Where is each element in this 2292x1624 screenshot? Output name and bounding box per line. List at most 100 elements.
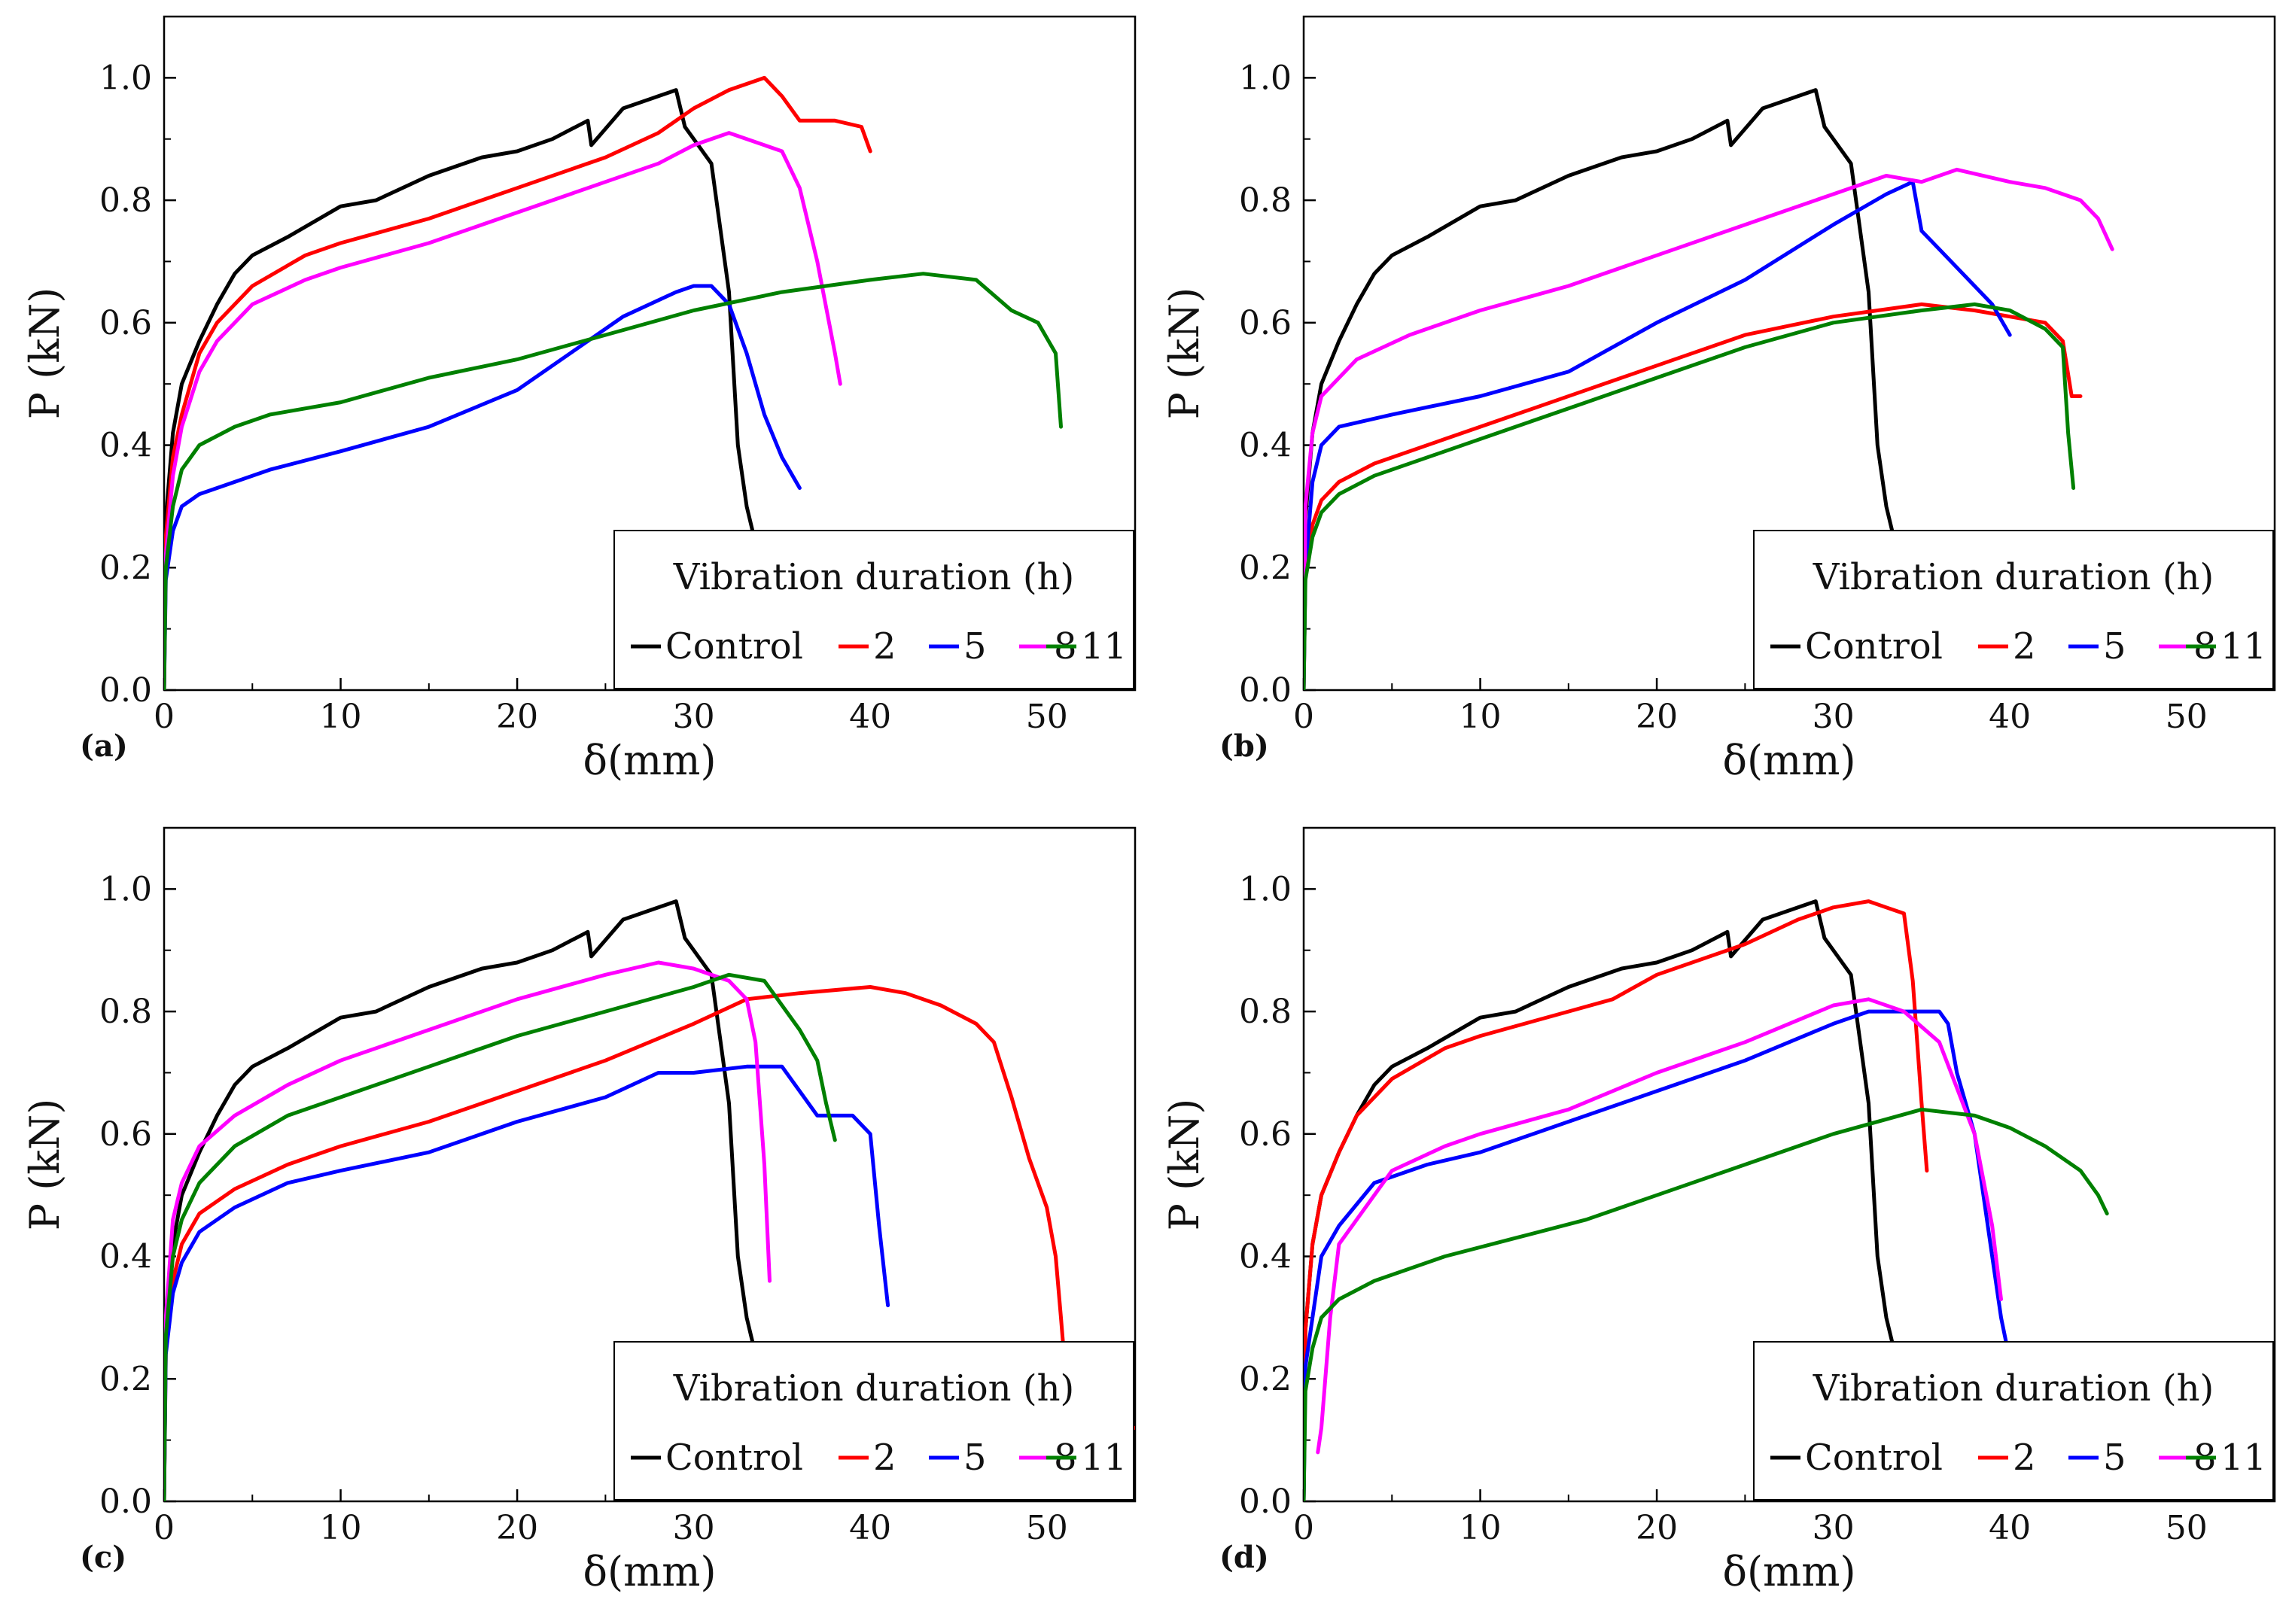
- series-line-11: [1304, 1107, 2109, 1501]
- y-tick-label: 0.4: [99, 1238, 152, 1276]
- series-line-8: [1304, 167, 2114, 690]
- legend-title: Vibration duration (h): [1813, 1367, 2214, 1410]
- x-tick-label: 30: [673, 698, 715, 736]
- x-axis-title: δ(mm): [583, 737, 716, 784]
- series-line-2: [164, 985, 1135, 1501]
- legend-entry-control: Control: [1805, 625, 1943, 668]
- legend-title: Vibration duration (h): [673, 556, 1074, 598]
- y-tick-label: 1.0: [1239, 59, 1292, 97]
- legend-entry-11: 11: [2220, 625, 2266, 668]
- x-tick-label: 0: [1293, 698, 1314, 736]
- x-tick-label: 50: [2166, 1509, 2208, 1547]
- x-tick-label: 40: [1989, 698, 2031, 736]
- series-line-11: [164, 972, 837, 1501]
- y-axis-title: P (kN): [1161, 287, 1208, 420]
- y-tick-label: 0.2: [1239, 1360, 1292, 1398]
- x-tick-label: 0: [1293, 1509, 1314, 1547]
- chart-panel-b: 0 10 20 30 40 50 0.0 0.2 0.4 0.6 0.8 1.0 δ(mm) P (kN)…: [1161, 15, 2276, 784]
- y-tick-label: 0.4: [1239, 427, 1292, 465]
- x-tick-label: 20: [496, 698, 538, 736]
- x-tick-label: 10: [320, 698, 362, 736]
- plot-frame: [1302, 15, 2276, 692]
- series-line-11: [164, 272, 1063, 690]
- series-line-control: [1304, 88, 1898, 690]
- plot-frame: [163, 15, 1137, 692]
- x-tick-label: 50: [1026, 1509, 1068, 1547]
- panel-label: (c): [80, 1540, 126, 1575]
- x-tick-label: 20: [1636, 698, 1678, 736]
- series-group: [164, 75, 1063, 690]
- x-tick-label: 10: [1460, 698, 1502, 736]
- series-group: [164, 899, 1135, 1501]
- y-tick-label: 0.6: [99, 304, 152, 342]
- legend-entry-5: 5: [2103, 625, 2126, 668]
- x-tick-label: 20: [1636, 1509, 1678, 1547]
- series-line-8: [164, 131, 842, 690]
- y-tick-label: 1.0: [1239, 870, 1292, 908]
- legend: Vibration duration (h)Control 2 5 8 11: [1753, 530, 2274, 689]
- legend-box: [613, 530, 1134, 689]
- x-axis-title: δ(mm): [583, 1548, 716, 1595]
- legend-box: [1753, 1341, 2274, 1501]
- series-line-8: [1316, 997, 2003, 1455]
- legend-entry-2: 2: [2013, 625, 2036, 668]
- legend-entry-control: Control: [1805, 1437, 1943, 1479]
- x-tick-label: 40: [849, 698, 891, 736]
- x-axis-title: δ(mm): [1722, 1548, 1855, 1595]
- y-tick-label: 0.2: [99, 549, 152, 587]
- series-group: [1304, 88, 2114, 690]
- y-axis-title: P (kN): [21, 1099, 68, 1231]
- x-tick-label: 30: [1813, 698, 1855, 736]
- panel-label: (a): [80, 728, 128, 764]
- panel-label: (d): [1219, 1540, 1269, 1575]
- plot-frame: [163, 826, 1137, 1503]
- x-tick-label: 50: [2166, 698, 2208, 736]
- y-tick-label: 0.8: [99, 993, 152, 1031]
- x-tick-label: 20: [496, 1509, 538, 1547]
- legend-entry-11: 11: [2220, 1437, 2266, 1479]
- legend-entry-11: 11: [1081, 1437, 1127, 1479]
- legend: Vibration duration (h)Control 2 5 8 11: [1753, 1341, 2274, 1501]
- series-line-11: [1304, 302, 2076, 690]
- legend-entry-5: 5: [963, 1437, 987, 1479]
- series-line-control: [164, 88, 758, 690]
- y-tick-label: 0.6: [1239, 304, 1292, 342]
- x-tick-label: 30: [1813, 1509, 1855, 1547]
- legend-entry-control: Control: [665, 1437, 803, 1479]
- x-tick-label: 40: [849, 1509, 891, 1547]
- legend-entry-2: 2: [873, 625, 896, 668]
- series-group: [1304, 899, 2109, 1501]
- x-tick-label: 50: [1026, 698, 1068, 736]
- y-tick-label: 1.0: [99, 59, 152, 97]
- y-tick-label: 0.6: [99, 1115, 152, 1154]
- chart-panel-a: 0 10 20 30 40 50 0.0 0.2 0.4 0.6 0.8 1.0 δ(mm) P (kN)…: [21, 15, 1137, 784]
- legend-entry-11: 11: [1081, 625, 1127, 668]
- legend-entry-5: 5: [963, 625, 987, 668]
- x-tick-label: 10: [1460, 1509, 1502, 1547]
- legend-title: Vibration duration (h): [1813, 556, 2214, 598]
- y-tick-label: 0.4: [99, 427, 152, 465]
- panel-label: (b): [1219, 728, 1269, 764]
- y-tick-label: 0.2: [1239, 549, 1292, 587]
- x-tick-label: 0: [154, 698, 175, 736]
- x-axis-title: δ(mm): [1722, 737, 1855, 784]
- y-tick-label: 0.0: [1239, 1483, 1292, 1521]
- y-tick-label: 0.0: [1239, 671, 1292, 710]
- legend-entry-2: 2: [873, 1437, 896, 1479]
- legend-box: [1753, 530, 2274, 689]
- chart-panel-d: 0 10 20 30 40 50 0.0 0.2 0.4 0.6 0.8 1.0 δ(mm) P (kN)…: [1161, 826, 2276, 1595]
- x-tick-label: 30: [673, 1509, 715, 1547]
- y-tick-label: 0.6: [1239, 1115, 1292, 1154]
- y-tick-label: 0.8: [99, 181, 152, 220]
- series-line-5: [164, 284, 802, 690]
- legend-title: Vibration duration (h): [673, 1367, 1074, 1410]
- legend-entry-2: 2: [2013, 1437, 2036, 1479]
- y-tick-label: 0.0: [99, 1483, 152, 1521]
- y-axis-title: P (kN): [21, 287, 68, 420]
- series-line-8: [164, 960, 772, 1501]
- series-line-5: [1304, 180, 2012, 690]
- y-tick-label: 0.8: [1239, 181, 1292, 220]
- series-line-2: [164, 75, 872, 690]
- series-line-5: [164, 1064, 890, 1501]
- series-line-2: [1304, 899, 1929, 1501]
